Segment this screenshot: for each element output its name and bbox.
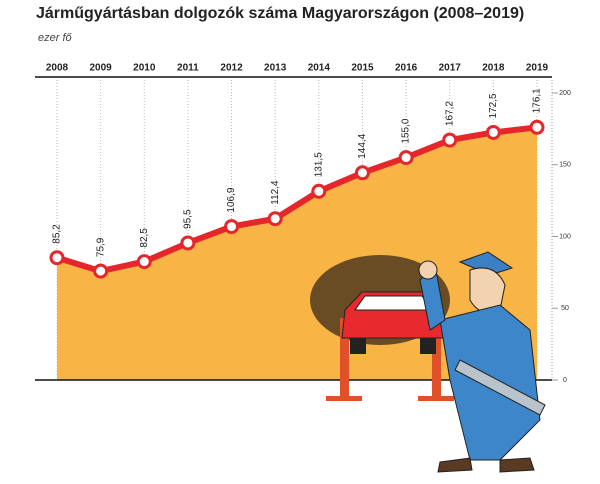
y-tick-label: 0 bbox=[563, 377, 567, 384]
value-label: 144,4 bbox=[357, 133, 368, 158]
x-tick-label: 2012 bbox=[220, 63, 243, 74]
marker bbox=[93, 263, 109, 279]
value-label: 85,2 bbox=[52, 224, 63, 244]
chart-title: Járműgyártásban dolgozók száma Magyarors… bbox=[36, 5, 524, 22]
value-label: 106,9 bbox=[226, 187, 237, 212]
x-tick-label: 2011 bbox=[177, 63, 199, 74]
shoes bbox=[437, 457, 535, 473]
illustration bbox=[310, 251, 546, 473]
value-label: 155,0 bbox=[401, 118, 412, 143]
marker bbox=[442, 132, 458, 148]
lift-post bbox=[432, 318, 441, 398]
marker bbox=[311, 183, 327, 199]
hand bbox=[418, 260, 438, 280]
value-label: 75,9 bbox=[95, 237, 106, 257]
y-tick-label: 50 bbox=[561, 305, 569, 312]
marker bbox=[529, 119, 545, 135]
y-tick-label: 200 bbox=[559, 90, 571, 97]
car-window bbox=[354, 295, 433, 311]
x-tick-label: 2018 bbox=[482, 63, 505, 74]
marker bbox=[224, 219, 240, 235]
marker bbox=[354, 165, 370, 181]
marker bbox=[485, 124, 501, 140]
x-tick-label: 2010 bbox=[133, 63, 156, 74]
x-tick-label: 2015 bbox=[351, 63, 374, 74]
y-tick-label: 150 bbox=[559, 162, 571, 169]
car-wheel bbox=[420, 338, 436, 354]
marker bbox=[398, 150, 414, 166]
value-label: 176,1 bbox=[532, 88, 543, 113]
marker bbox=[180, 235, 196, 251]
value-label: 112,4 bbox=[270, 180, 281, 205]
x-tick-label: 2014 bbox=[308, 63, 331, 74]
x-tick-label: 2008 bbox=[46, 63, 69, 74]
marker bbox=[49, 250, 65, 266]
marker bbox=[267, 211, 283, 227]
value-label: 172,5 bbox=[488, 93, 499, 118]
lift-base bbox=[326, 396, 362, 401]
x-tick-label: 2016 bbox=[395, 63, 418, 74]
x-tick-label: 2019 bbox=[526, 63, 549, 74]
value-label: 95,5 bbox=[183, 209, 194, 229]
x-tick-label: 2009 bbox=[90, 63, 113, 74]
y-axis-unit: ezer fő bbox=[38, 32, 73, 44]
lift-base bbox=[418, 396, 454, 401]
y-tick-label: 100 bbox=[559, 233, 571, 240]
x-tick-label: 2017 bbox=[439, 63, 462, 74]
value-label: 82,5 bbox=[139, 228, 150, 248]
lift-post bbox=[340, 318, 349, 398]
value-label: 131,5 bbox=[313, 152, 324, 177]
x-tick-label: 2013 bbox=[264, 63, 287, 74]
car-wheel bbox=[350, 338, 366, 354]
wrench bbox=[454, 359, 546, 416]
value-label: 167,2 bbox=[444, 101, 455, 126]
marker bbox=[136, 254, 152, 270]
